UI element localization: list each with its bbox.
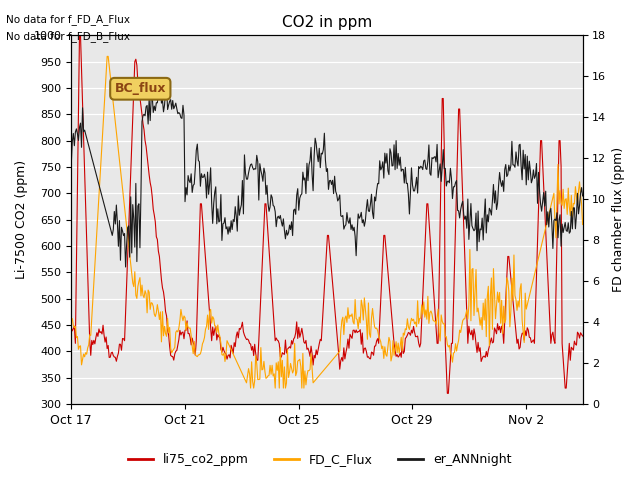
Text: BC_flux: BC_flux — [115, 82, 166, 95]
Text: No data for f_FD_B_Flux: No data for f_FD_B_Flux — [6, 31, 131, 42]
Text: No data for f_FD_A_Flux: No data for f_FD_A_Flux — [6, 14, 131, 25]
Legend: li75_co2_ppm, FD_C_Flux, er_ANNnight: li75_co2_ppm, FD_C_Flux, er_ANNnight — [124, 448, 516, 471]
Y-axis label: Li-7500 CO2 (ppm): Li-7500 CO2 (ppm) — [15, 160, 28, 279]
Title: CO2 in ppm: CO2 in ppm — [282, 15, 372, 30]
Y-axis label: FD chamber flux (ppm): FD chamber flux (ppm) — [612, 147, 625, 292]
